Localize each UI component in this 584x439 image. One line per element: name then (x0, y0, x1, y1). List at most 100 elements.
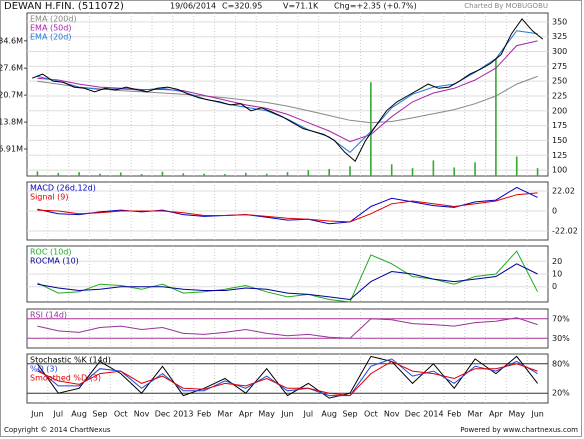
y-tick-label: 125 (552, 151, 567, 160)
x-tick-label: Jun (30, 410, 44, 419)
copyright: Copyright © 2014 ChartNexus (4, 426, 111, 434)
series-line (37, 192, 538, 223)
x-tick-label: Apr (239, 410, 254, 419)
volume-bar (57, 172, 60, 176)
volume-bar (119, 172, 122, 176)
series-line (37, 263, 538, 301)
series-line (37, 250, 539, 303)
x-tick-label: 2013 (173, 410, 193, 419)
volume-bar (307, 170, 310, 176)
volume-bar (265, 173, 268, 176)
x-tick-label: Feb (197, 410, 211, 419)
volume-bar (286, 172, 289, 176)
y-tick-label: 175 (552, 121, 567, 130)
x-tick-label: Jun (280, 410, 294, 419)
series-line (37, 186, 538, 225)
legend-entry: EMA (50d) (30, 24, 71, 33)
volume-bar (370, 82, 372, 176)
credit: Charted By MOBUGOBU (464, 2, 548, 10)
legend-entry: Stochastic %K (14d) (30, 356, 111, 365)
volume-bar (182, 173, 185, 176)
volume-bar (474, 162, 476, 176)
y-tick-label: 250 (552, 77, 567, 86)
x-tick-label: Nov (134, 410, 150, 419)
legend-entry: EMA (20d) (30, 33, 71, 42)
x-tick-label: Mar (468, 410, 484, 419)
x-tick-label: Jun (530, 410, 544, 419)
x-tick-label: Aug (321, 410, 337, 419)
x-tick-label: Oct (114, 410, 128, 419)
y-tick-label: 225 (552, 91, 567, 100)
volume-bar (515, 156, 518, 176)
y-tick-label: 80% (552, 359, 570, 368)
y-tick-label: 300 (552, 47, 567, 56)
x-tick-label: Feb (447, 410, 461, 419)
x-tick-label: Sep (342, 410, 357, 419)
volume-bar (78, 172, 80, 176)
series-line (37, 317, 538, 339)
y2-tick-label: 13.8M (0, 118, 23, 127)
y-tick-label: 22.02 (552, 187, 575, 196)
legend-entry: ROCMA (10) (30, 257, 79, 266)
x-tick-label: Aug (71, 410, 87, 419)
y-tick-label: -22.02 (552, 226, 578, 235)
legend-entry: %D (3) (30, 365, 58, 374)
y-tick-label: 350 (552, 17, 567, 26)
y-tick-label: 325 (552, 32, 567, 41)
x-tick-label: Jul (303, 410, 314, 419)
series-line (37, 360, 538, 397)
y-tick-label: 0 (552, 282, 557, 291)
header-date: 19/06/2014 (170, 2, 216, 11)
y-tick-label: 70% (552, 314, 570, 323)
y2-tick-label: 6.91M (0, 145, 23, 154)
y-tick-label: 10 (552, 270, 562, 279)
x-tick-label: Dec (405, 410, 420, 419)
legend-entry: ROC (10d) (30, 248, 71, 257)
volume-bar (349, 166, 351, 176)
y-tick-label: 20 (552, 257, 562, 266)
volume-bar (453, 167, 456, 176)
volume-bar (328, 168, 330, 176)
x-tick-label: Jul (52, 410, 63, 419)
y2-tick-label: 34.6M (0, 36, 23, 45)
volume-bar (36, 171, 39, 176)
header-close: C=320.95 (222, 2, 262, 11)
volume-bar (495, 58, 497, 177)
series-line (32, 18, 544, 162)
y-tick-label: 30% (552, 334, 570, 343)
x-tick-label: Nov (384, 410, 400, 419)
header-volume: V=71.1K (283, 2, 319, 11)
legend-entry: Signal (9) (30, 193, 68, 202)
volume-bar (161, 171, 164, 176)
y-tick-label: 150 (552, 136, 567, 145)
powered-by: Powered by www.chartnexus.com (460, 426, 578, 434)
header-change: Chg=+2.35 (+0.7%) (334, 2, 417, 11)
legend-entry: RSI (14d) (30, 311, 67, 320)
x-tick-label: Mar (217, 410, 233, 419)
series-line (36, 355, 538, 399)
x-tick-label: Dec (155, 410, 170, 419)
y-tick-label: 100 (552, 166, 567, 175)
volume-bar (99, 173, 101, 176)
volume-bar (140, 174, 143, 176)
x-tick-label: Sep (92, 410, 107, 419)
volume-bar (390, 164, 393, 176)
legend-entry: MACD (26d,12d) (30, 184, 96, 193)
x-tick-label: May (258, 410, 275, 419)
volume-bar (245, 172, 247, 176)
series-line (37, 75, 538, 124)
y-tick-label: 275 (552, 62, 567, 71)
volume-bar (411, 168, 414, 176)
y-tick-label: 0 (552, 207, 557, 216)
y2-tick-label: 27.6M (0, 64, 23, 73)
legend-entry: EMA (200d) (30, 15, 77, 24)
x-tick-label: May (508, 410, 525, 419)
panel-frame (26, 12, 549, 177)
volume-bar (224, 174, 226, 176)
x-tick-label: Apr (489, 410, 504, 419)
volume-bar (432, 160, 435, 176)
x-tick-label: Oct (364, 410, 378, 419)
y-tick-label: 20% (552, 389, 570, 398)
chart-title: DEWAN H.FIN. (511072) (4, 1, 124, 12)
